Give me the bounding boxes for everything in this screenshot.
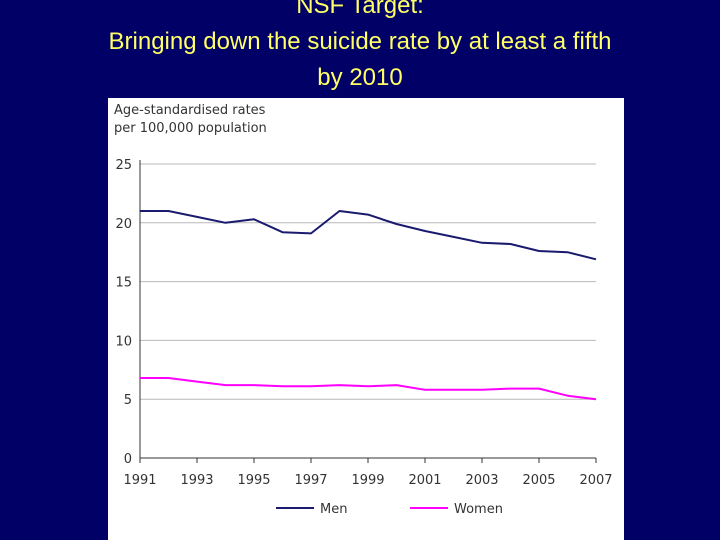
x-tick-label-2001: 2001 (408, 473, 441, 488)
y-tick-label-25: 25 (115, 158, 132, 173)
y-tick-label-5: 5 (124, 393, 132, 408)
slide-title: NSF Target: Bringing down the suicide ra… (0, 0, 720, 96)
y-tick-label-0: 0 (124, 452, 132, 467)
series-line-women (140, 377, 597, 401)
slide-title-line-2: Bringing down the suicide rate by at lea… (108, 28, 612, 55)
x-tick-label-1999: 1999 (351, 473, 384, 488)
y-axis-label-line-2: per 100,000 population (114, 121, 267, 136)
legend-label-women: Women (454, 502, 503, 517)
slide-title-line-1: NSF Target: (296, 0, 424, 19)
y-axis-label-line-1: Age-standardised rates (114, 103, 266, 118)
x-tick-label-1993: 1993 (180, 473, 213, 488)
suicide-rate-line-chart: Age-standardised rates per 100,000 popul… (114, 103, 613, 517)
x-tick-label-1997: 1997 (294, 473, 327, 488)
x-tick-label-2005: 2005 (522, 473, 555, 488)
x-tick-label-2003: 2003 (465, 473, 498, 488)
legend-label-men: Men (320, 502, 347, 517)
x-tick-label-2007: 2007 (579, 473, 612, 488)
y-tick-label-20: 20 (115, 217, 132, 232)
axes (139, 160, 597, 463)
y-tick-label-15: 15 (115, 276, 132, 291)
tick-labels: 0 5 10 15 20 25 1991 1993 1995 1997 1999 2001 2003 20… (115, 158, 612, 488)
x-tick-label-1995: 1995 (237, 473, 270, 488)
series-lines (140, 210, 597, 401)
series-line-men (140, 210, 597, 261)
legend: Men Women (276, 502, 503, 517)
x-tick-label-1991: 1991 (123, 473, 156, 488)
gridlines (140, 163, 596, 400)
y-tick-label-10: 10 (115, 334, 132, 349)
chart-panel: Age-standardised rates per 100,000 popul… (108, 98, 624, 540)
slide-title-line-3: by 2010 (317, 64, 403, 91)
